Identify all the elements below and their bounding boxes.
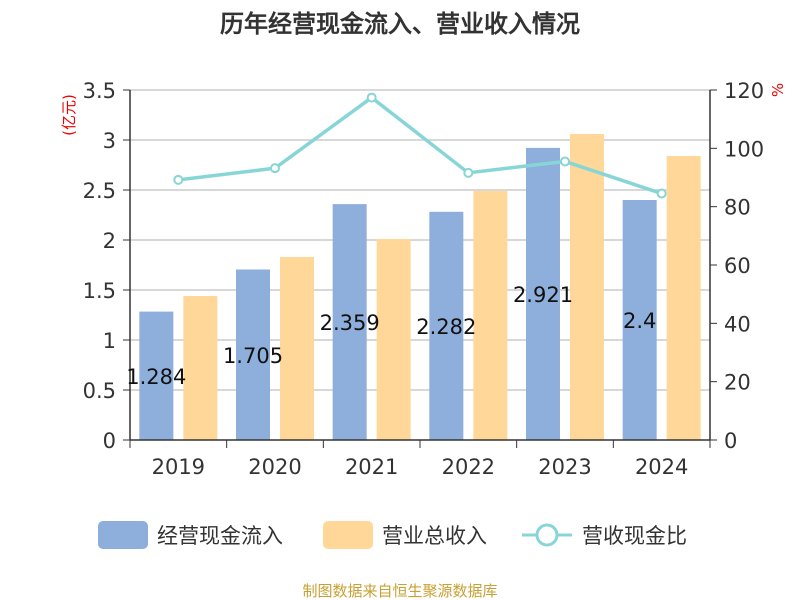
y2-tick-label: 20 [724,371,751,395]
revenue-bar [183,296,218,440]
x-tick-label: 2022 [442,455,495,479]
revenue-bar [473,191,508,440]
revenue-bar [280,257,314,440]
cash-inflow-bar [332,204,367,440]
ratio-line [178,95,663,196]
y2-tick-label: 100 [724,137,764,161]
cash-inflow-bar [139,311,174,440]
y-axis-label: (亿元) [60,94,78,136]
cash-inflow-bar [236,269,270,440]
legend[interactable]: 经营现金流入 营业总收入 营收现金比 [98,521,687,549]
chart-title: 历年经营现金流入、营业收入情况 [220,10,580,38]
revenue-bar [376,239,411,440]
y2-tick-label: 0 [724,429,737,453]
x-tick-label: 2023 [538,455,591,479]
y-tick-label: 3.5 [83,79,116,103]
x-tick-label: 2020 [248,455,301,479]
legend-label-ratio[interactable]: 营收现金比 [582,524,687,548]
y-tick-label: 1.5 [83,279,116,303]
cash-inflow-data-label: 1.705 [223,344,283,368]
cash-inflow-data-label: 2.921 [513,283,573,307]
cash-inflow-data-label: 2.282 [416,315,476,339]
cash-inflow-bar [526,147,560,440]
cash-inflow-bar [622,200,657,440]
y-tick-label: 0 [103,429,116,453]
y-tick-label: 2.5 [83,179,116,203]
y2-tick-label: 80 [724,196,751,220]
y2-tick-label: 60 [724,254,751,278]
cash-inflow-data-label: 2.4 [623,309,656,333]
cash-inflow-data-label: 2.359 [320,311,380,335]
x-tick-label: 2024 [635,455,688,479]
legend-swatch-revenue [323,521,373,549]
y2-axis-label: % [769,83,787,97]
ratio-point [173,174,184,185]
cash-inflow-data-label: 1.284 [126,365,186,389]
y2-tick-label: 40 [724,312,751,336]
legend-marker-ratio [535,523,559,547]
revenue-bar [570,134,604,440]
ratio-point [463,167,474,178]
ratio-point [656,188,667,199]
y-tick-label: 2 [103,229,116,253]
footer-source: 制图数据来自恒生聚源数据库 [302,582,497,600]
ratio-point [560,156,570,167]
ratio-point [366,92,377,103]
cash-inflow-bar [429,211,464,440]
legend-label-cash[interactable]: 经营现金流入 [157,524,283,548]
x-tick-label: 2021 [345,455,398,479]
y-tick-label: 1 [103,329,116,353]
revenue-bar [666,156,701,440]
y-tick-label: 0.5 [83,379,116,403]
legend-swatch-cash [98,521,148,549]
ratio-point [270,163,280,174]
y-tick-label: 3 [103,129,116,153]
y2-tick-label: 120 [724,79,764,103]
x-tick-label: 2019 [152,455,205,479]
legend-label-revenue[interactable]: 营业总收入 [382,524,487,548]
